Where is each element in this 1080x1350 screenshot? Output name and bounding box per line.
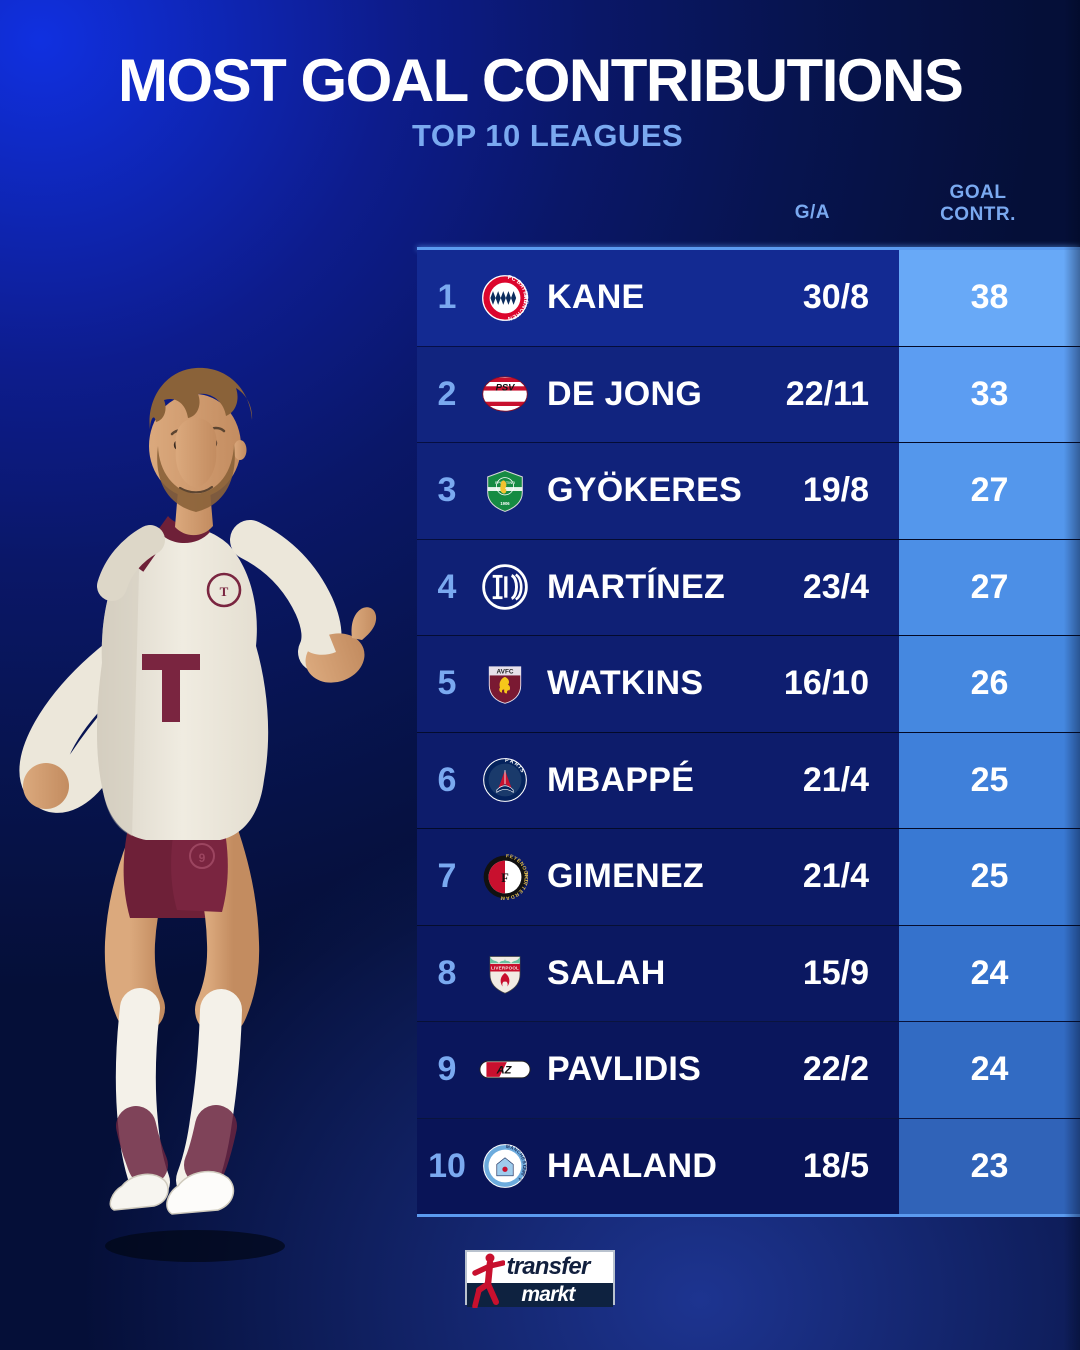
svg-text:AVFC: AVFC bbox=[497, 668, 514, 675]
svg-text:T: T bbox=[220, 584, 229, 599]
svg-text:F: F bbox=[501, 871, 509, 885]
svg-text:LIVERPOOL: LIVERPOOL bbox=[491, 966, 519, 971]
svg-text:PSV: PSV bbox=[496, 382, 516, 393]
svg-text:9: 9 bbox=[199, 851, 206, 865]
svg-text:AZ: AZ bbox=[496, 1065, 513, 1077]
svg-text:1906: 1906 bbox=[500, 501, 510, 506]
